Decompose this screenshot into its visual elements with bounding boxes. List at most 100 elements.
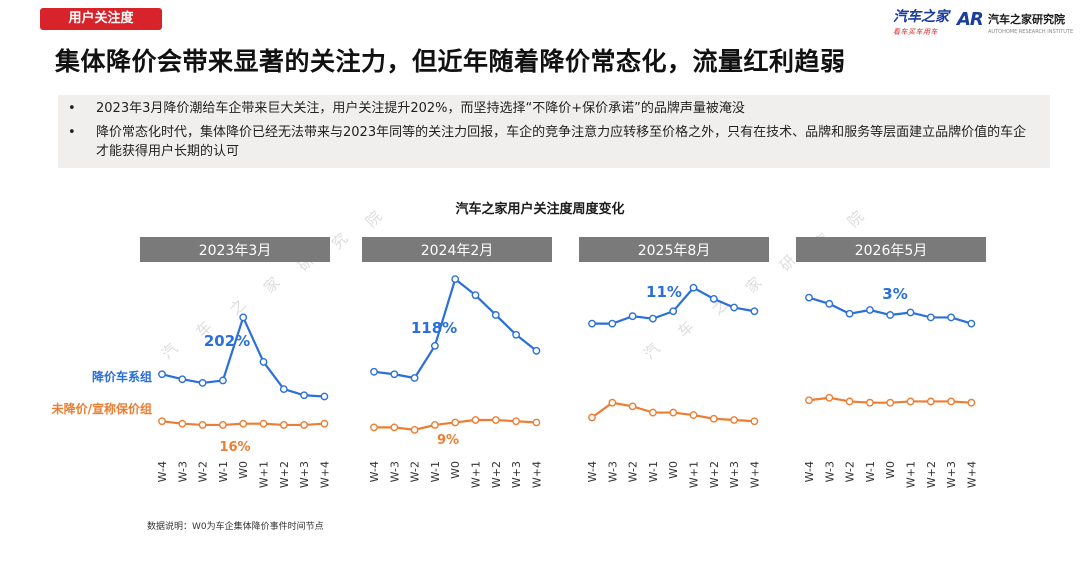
data-point-price-cut	[750, 307, 759, 316]
data-point-price-cut	[218, 376, 227, 385]
data-point-price-cut	[805, 293, 813, 302]
data-point-price-cut	[886, 311, 895, 319]
data-point-no-cut	[588, 413, 596, 422]
data-point-price-cut	[512, 330, 520, 339]
data-point-price-cut	[967, 319, 976, 328]
panel-title: 2026年5月	[855, 243, 928, 259]
footnote: 数据说明：W0为车企集体降价事件时间节点	[147, 522, 324, 532]
x-tick-label: W0	[237, 461, 250, 479]
bullet-dot: •	[68, 101, 76, 116]
autohome-logo-text: 汽车之家	[893, 9, 949, 25]
x-tick-label: W-1	[429, 461, 442, 482]
x-tick-label: W-4	[368, 461, 381, 482]
data-point-price-cut	[532, 346, 541, 355]
logo-mark-text: AR	[957, 9, 984, 30]
x-tick-label: W+1	[688, 461, 701, 488]
x-tick-label: W-4	[586, 461, 599, 482]
data-point-no-cut	[825, 393, 834, 402]
section-tag: 用户关注度	[40, 8, 162, 30]
data-point-no-cut	[532, 418, 541, 427]
x-tick-label: W0	[884, 461, 897, 479]
panel-header	[362, 237, 552, 262]
growth-label-price-cut: 11%	[646, 283, 682, 301]
x-tick-label: W-2	[627, 461, 640, 482]
x-tick-label: W+1	[905, 461, 918, 488]
data-point-no-cut	[709, 414, 718, 423]
x-tick-label: W+2	[278, 461, 291, 488]
data-point-no-cut	[689, 411, 698, 419]
x-tick-label: W+4	[530, 461, 543, 488]
data-point-price-cut	[451, 275, 460, 284]
data-point-price-cut	[926, 313, 935, 322]
watermark-char: 家	[260, 273, 283, 296]
x-tick-label: W+4	[748, 461, 761, 488]
autohome-logo: 汽车之家 看车买车用车	[893, 6, 949, 37]
data-point-no-cut	[370, 423, 378, 432]
data-point-no-cut	[410, 425, 419, 434]
data-point-no-cut	[805, 396, 813, 405]
bullet-dot: •	[68, 125, 76, 140]
data-point-no-cut	[608, 398, 617, 407]
data-point-no-cut	[730, 416, 738, 424]
panel-title: 2024年2月	[421, 243, 494, 259]
data-point-price-cut	[158, 370, 166, 379]
data-point-no-cut	[430, 421, 439, 429]
data-point-no-cut	[845, 397, 854, 406]
data-point-price-cut	[947, 313, 955, 322]
watermark-char: 院	[844, 207, 867, 230]
growth-label-no-cut: 16%	[219, 440, 250, 455]
growth-label-no-cut: 9%	[437, 433, 459, 448]
data-point-price-cut	[588, 319, 596, 328]
data-point-no-cut	[967, 398, 976, 407]
data-point-price-cut	[471, 291, 480, 300]
x-tick-label: W-2	[409, 461, 422, 482]
data-point-price-cut	[430, 341, 439, 350]
data-point-price-cut	[669, 307, 678, 316]
watermark-char: 汽	[640, 339, 663, 362]
data-point-no-cut	[906, 397, 915, 406]
x-tick-label: W+4	[318, 461, 331, 488]
data-point-no-cut	[218, 421, 227, 429]
data-point-no-cut	[886, 398, 895, 407]
panel-header	[579, 237, 769, 262]
watermark-char: 究	[328, 229, 351, 252]
data-point-price-cut	[825, 299, 834, 308]
x-tick-label: W-3	[823, 461, 836, 482]
x-tick-label: W+3	[728, 461, 741, 488]
x-tick-label: W+3	[510, 461, 523, 488]
x-tick-label: W+1	[258, 461, 271, 488]
data-point-price-cut	[300, 391, 308, 400]
data-point-no-cut	[259, 419, 268, 428]
data-point-price-cut	[845, 309, 854, 318]
data-point-no-cut	[279, 421, 288, 429]
x-tick-label: W-2	[844, 461, 857, 482]
data-point-no-cut	[628, 402, 637, 411]
x-tick-label: W+4	[965, 461, 978, 488]
x-tick-label: W+2	[490, 461, 503, 488]
data-point-no-cut	[451, 418, 460, 427]
x-tick-label: W-1	[647, 461, 660, 482]
series-label-no-cut: 未降价/宣称保价组	[51, 401, 152, 416]
data-point-no-cut	[491, 416, 500, 424]
data-point-price-cut	[649, 314, 657, 323]
data-point-price-cut	[259, 358, 268, 366]
data-point-price-cut	[410, 374, 419, 382]
research-institute-name: 汽车之家研究院	[988, 13, 1065, 26]
panel-title: 2023年3月	[199, 243, 272, 259]
series-label-price-cut: 降价车系组	[92, 369, 152, 384]
data-point-no-cut	[669, 408, 678, 417]
watermark-char: 院	[362, 207, 385, 230]
data-point-price-cut	[608, 319, 617, 328]
x-tick-label: W+1	[470, 461, 483, 488]
panel-header	[796, 237, 986, 262]
growth-label-price-cut: 202%	[204, 332, 250, 350]
data-point-price-cut	[198, 379, 207, 387]
data-point-no-cut	[512, 417, 520, 426]
data-point-no-cut	[320, 419, 329, 428]
data-point-no-cut	[926, 397, 935, 406]
research-institute-sub: AUTOHOME RESEARCH INSTITUTE	[988, 29, 1074, 35]
data-point-price-cut	[709, 294, 718, 303]
chart-title: 汽车之家用户关注度周度变化	[455, 201, 624, 217]
bullet-text: 降价常态化时代，集体降价已经无法带来与2023年同等的关注力回报，车企的竞争注意…	[96, 125, 1027, 159]
